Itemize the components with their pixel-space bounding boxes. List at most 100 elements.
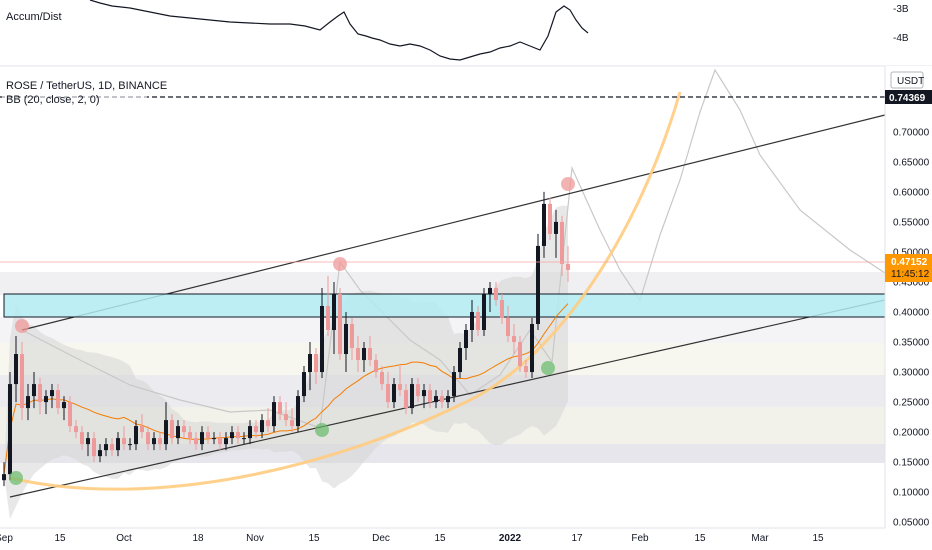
candle-up[interactable] xyxy=(554,221,558,234)
symbol-legend[interactable]: ROSE / TetherUS, 1D, BINANCE xyxy=(6,80,167,92)
candle-down[interactable] xyxy=(110,444,114,451)
candle-down[interactable] xyxy=(218,438,222,445)
candle-up[interactable] xyxy=(332,293,336,331)
candle-down[interactable] xyxy=(284,414,288,421)
candle-down[interactable] xyxy=(512,336,516,343)
candle-down[interactable] xyxy=(560,221,564,264)
candle-up[interactable] xyxy=(410,384,414,409)
candle-down[interactable] xyxy=(290,420,294,427)
candle-down[interactable] xyxy=(140,426,144,433)
candle-up[interactable] xyxy=(62,402,66,409)
candle-down[interactable] xyxy=(92,438,96,457)
candle-down[interactable] xyxy=(350,324,354,349)
candle-up[interactable] xyxy=(308,354,312,373)
candle-up[interactable] xyxy=(272,402,276,427)
candle-up[interactable] xyxy=(392,384,396,403)
candle-down[interactable] xyxy=(188,432,192,439)
candle-down[interactable] xyxy=(368,348,372,361)
candle-down[interactable] xyxy=(170,420,174,439)
candle-down[interactable] xyxy=(158,438,162,445)
candle-up[interactable] xyxy=(116,438,120,451)
candle-down[interactable] xyxy=(20,354,24,409)
candle-down[interactable] xyxy=(68,402,72,427)
candle-down[interactable] xyxy=(518,342,522,367)
candle-up[interactable] xyxy=(176,426,180,439)
candle-up[interactable] xyxy=(152,438,156,445)
candle-down[interactable] xyxy=(428,390,432,403)
pivot-high-marker[interactable] xyxy=(15,319,29,333)
candle-down[interactable] xyxy=(494,287,498,300)
candle-down[interactable] xyxy=(314,354,318,373)
candle-down[interactable] xyxy=(338,293,342,355)
candle-down[interactable] xyxy=(374,360,378,373)
candle-down[interactable] xyxy=(80,432,84,445)
candle-up[interactable] xyxy=(32,384,36,397)
candle-up[interactable] xyxy=(434,396,438,403)
candle-down[interactable] xyxy=(356,348,360,361)
candle-down[interactable] xyxy=(278,402,282,415)
candle-up[interactable] xyxy=(542,203,546,246)
candle-up[interactable] xyxy=(458,348,462,373)
candle-down[interactable] xyxy=(440,396,444,403)
candle-up[interactable] xyxy=(200,432,204,445)
candle-up[interactable] xyxy=(164,420,168,445)
candle-down[interactable] xyxy=(386,384,390,403)
candle-up[interactable] xyxy=(224,438,228,445)
candle-up[interactable] xyxy=(44,396,48,403)
candle-down[interactable] xyxy=(566,263,570,270)
candle-down[interactable] xyxy=(122,438,126,445)
pivot-low-marker[interactable] xyxy=(9,471,23,485)
candle-up[interactable] xyxy=(212,438,216,440)
candle-up[interactable] xyxy=(482,293,486,331)
candle-up[interactable] xyxy=(104,444,108,451)
candle-down[interactable] xyxy=(194,438,198,445)
candle-down[interactable] xyxy=(524,366,528,373)
candle-up[interactable] xyxy=(2,474,6,481)
candle-up[interactable] xyxy=(242,438,246,440)
candle-down[interactable] xyxy=(38,384,42,403)
candle-down[interactable] xyxy=(56,390,60,409)
currency-box[interactable] xyxy=(890,71,924,89)
pivot-high-marker[interactable] xyxy=(561,177,575,191)
candle-up[interactable] xyxy=(86,438,90,445)
candle-up[interactable] xyxy=(320,305,324,373)
candle-up[interactable] xyxy=(50,390,54,397)
candle-up[interactable] xyxy=(422,390,426,397)
candle-up[interactable] xyxy=(8,384,12,475)
candle-down[interactable] xyxy=(416,384,420,397)
price-axis[interactable]: USDT 0.70000 0.65000 0.60000 0.55000 0.50000… xyxy=(884,66,932,529)
candle-up[interactable] xyxy=(536,245,540,325)
candle-up[interactable] xyxy=(470,311,474,331)
candle-up[interactable] xyxy=(128,444,132,446)
candle-down[interactable] xyxy=(236,432,240,439)
candle-down[interactable] xyxy=(254,426,258,433)
candle-down[interactable] xyxy=(548,203,552,234)
support-zone[interactable] xyxy=(3,293,886,318)
candle-down[interactable] xyxy=(146,432,150,445)
candle-up[interactable] xyxy=(134,426,138,445)
pivot-low-marker[interactable] xyxy=(541,361,555,375)
candle-up[interactable] xyxy=(230,432,234,439)
candle-down[interactable] xyxy=(476,311,480,331)
candle-up[interactable] xyxy=(14,354,18,385)
bb-legend[interactable]: BB (20, close, 2, 0) xyxy=(6,94,100,106)
candle-down[interactable] xyxy=(404,390,408,409)
candle-up[interactable] xyxy=(446,396,450,403)
candle-down[interactable] xyxy=(326,305,330,331)
candle-up[interactable] xyxy=(344,324,348,355)
candle-down[interactable] xyxy=(74,426,78,433)
candle-up[interactable] xyxy=(248,426,252,439)
candle-down[interactable] xyxy=(266,420,270,427)
candle-up[interactable] xyxy=(260,420,264,433)
candle-down[interactable] xyxy=(380,372,384,385)
candle-up[interactable] xyxy=(296,396,300,427)
candle-up[interactable] xyxy=(530,324,534,373)
candle-up[interactable] xyxy=(488,287,492,294)
candle-up[interactable] xyxy=(98,450,102,457)
time-axis[interactable]: Sep 15 Oct 18 Nov 15 Dec 15 2022 17 Feb 15 Mar 15 xyxy=(0,527,885,544)
candle-up[interactable] xyxy=(362,348,366,361)
candle-down[interactable] xyxy=(398,384,402,391)
candle-up[interactable] xyxy=(464,330,468,349)
candle-down[interactable] xyxy=(182,426,186,433)
